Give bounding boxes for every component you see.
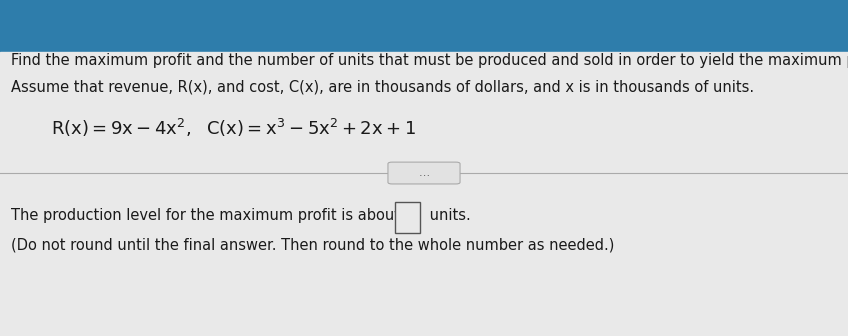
Text: $\mathrm{R(x) = 9x - 4x^{2},\ \ C(x) = x^{3} - 5x^{2} + 2x + 1}$: $\mathrm{R(x) = 9x - 4x^{2},\ \ C(x) = x… [51, 117, 416, 139]
FancyBboxPatch shape [395, 202, 420, 233]
Bar [0, 0, 848, 52]
Text: …: … [418, 168, 430, 178]
FancyBboxPatch shape [388, 162, 460, 184]
Text: Find the maximum profit and the number of units that must be produced and sold i: Find the maximum profit and the number o… [11, 53, 848, 68]
Text: (Do not round until the final answer. Then round to the whole number as needed.): (Do not round until the final answer. Th… [11, 238, 615, 253]
Text: Assume that revenue, R(x), and cost, C(x), are in thousands of dollars, and x is: Assume that revenue, R(x), and cost, C(x… [11, 80, 754, 95]
Bar [0, 52, 848, 336]
Text: The production level for the maximum profit is about: The production level for the maximum pro… [11, 208, 404, 222]
Text: units.: units. [425, 208, 471, 222]
